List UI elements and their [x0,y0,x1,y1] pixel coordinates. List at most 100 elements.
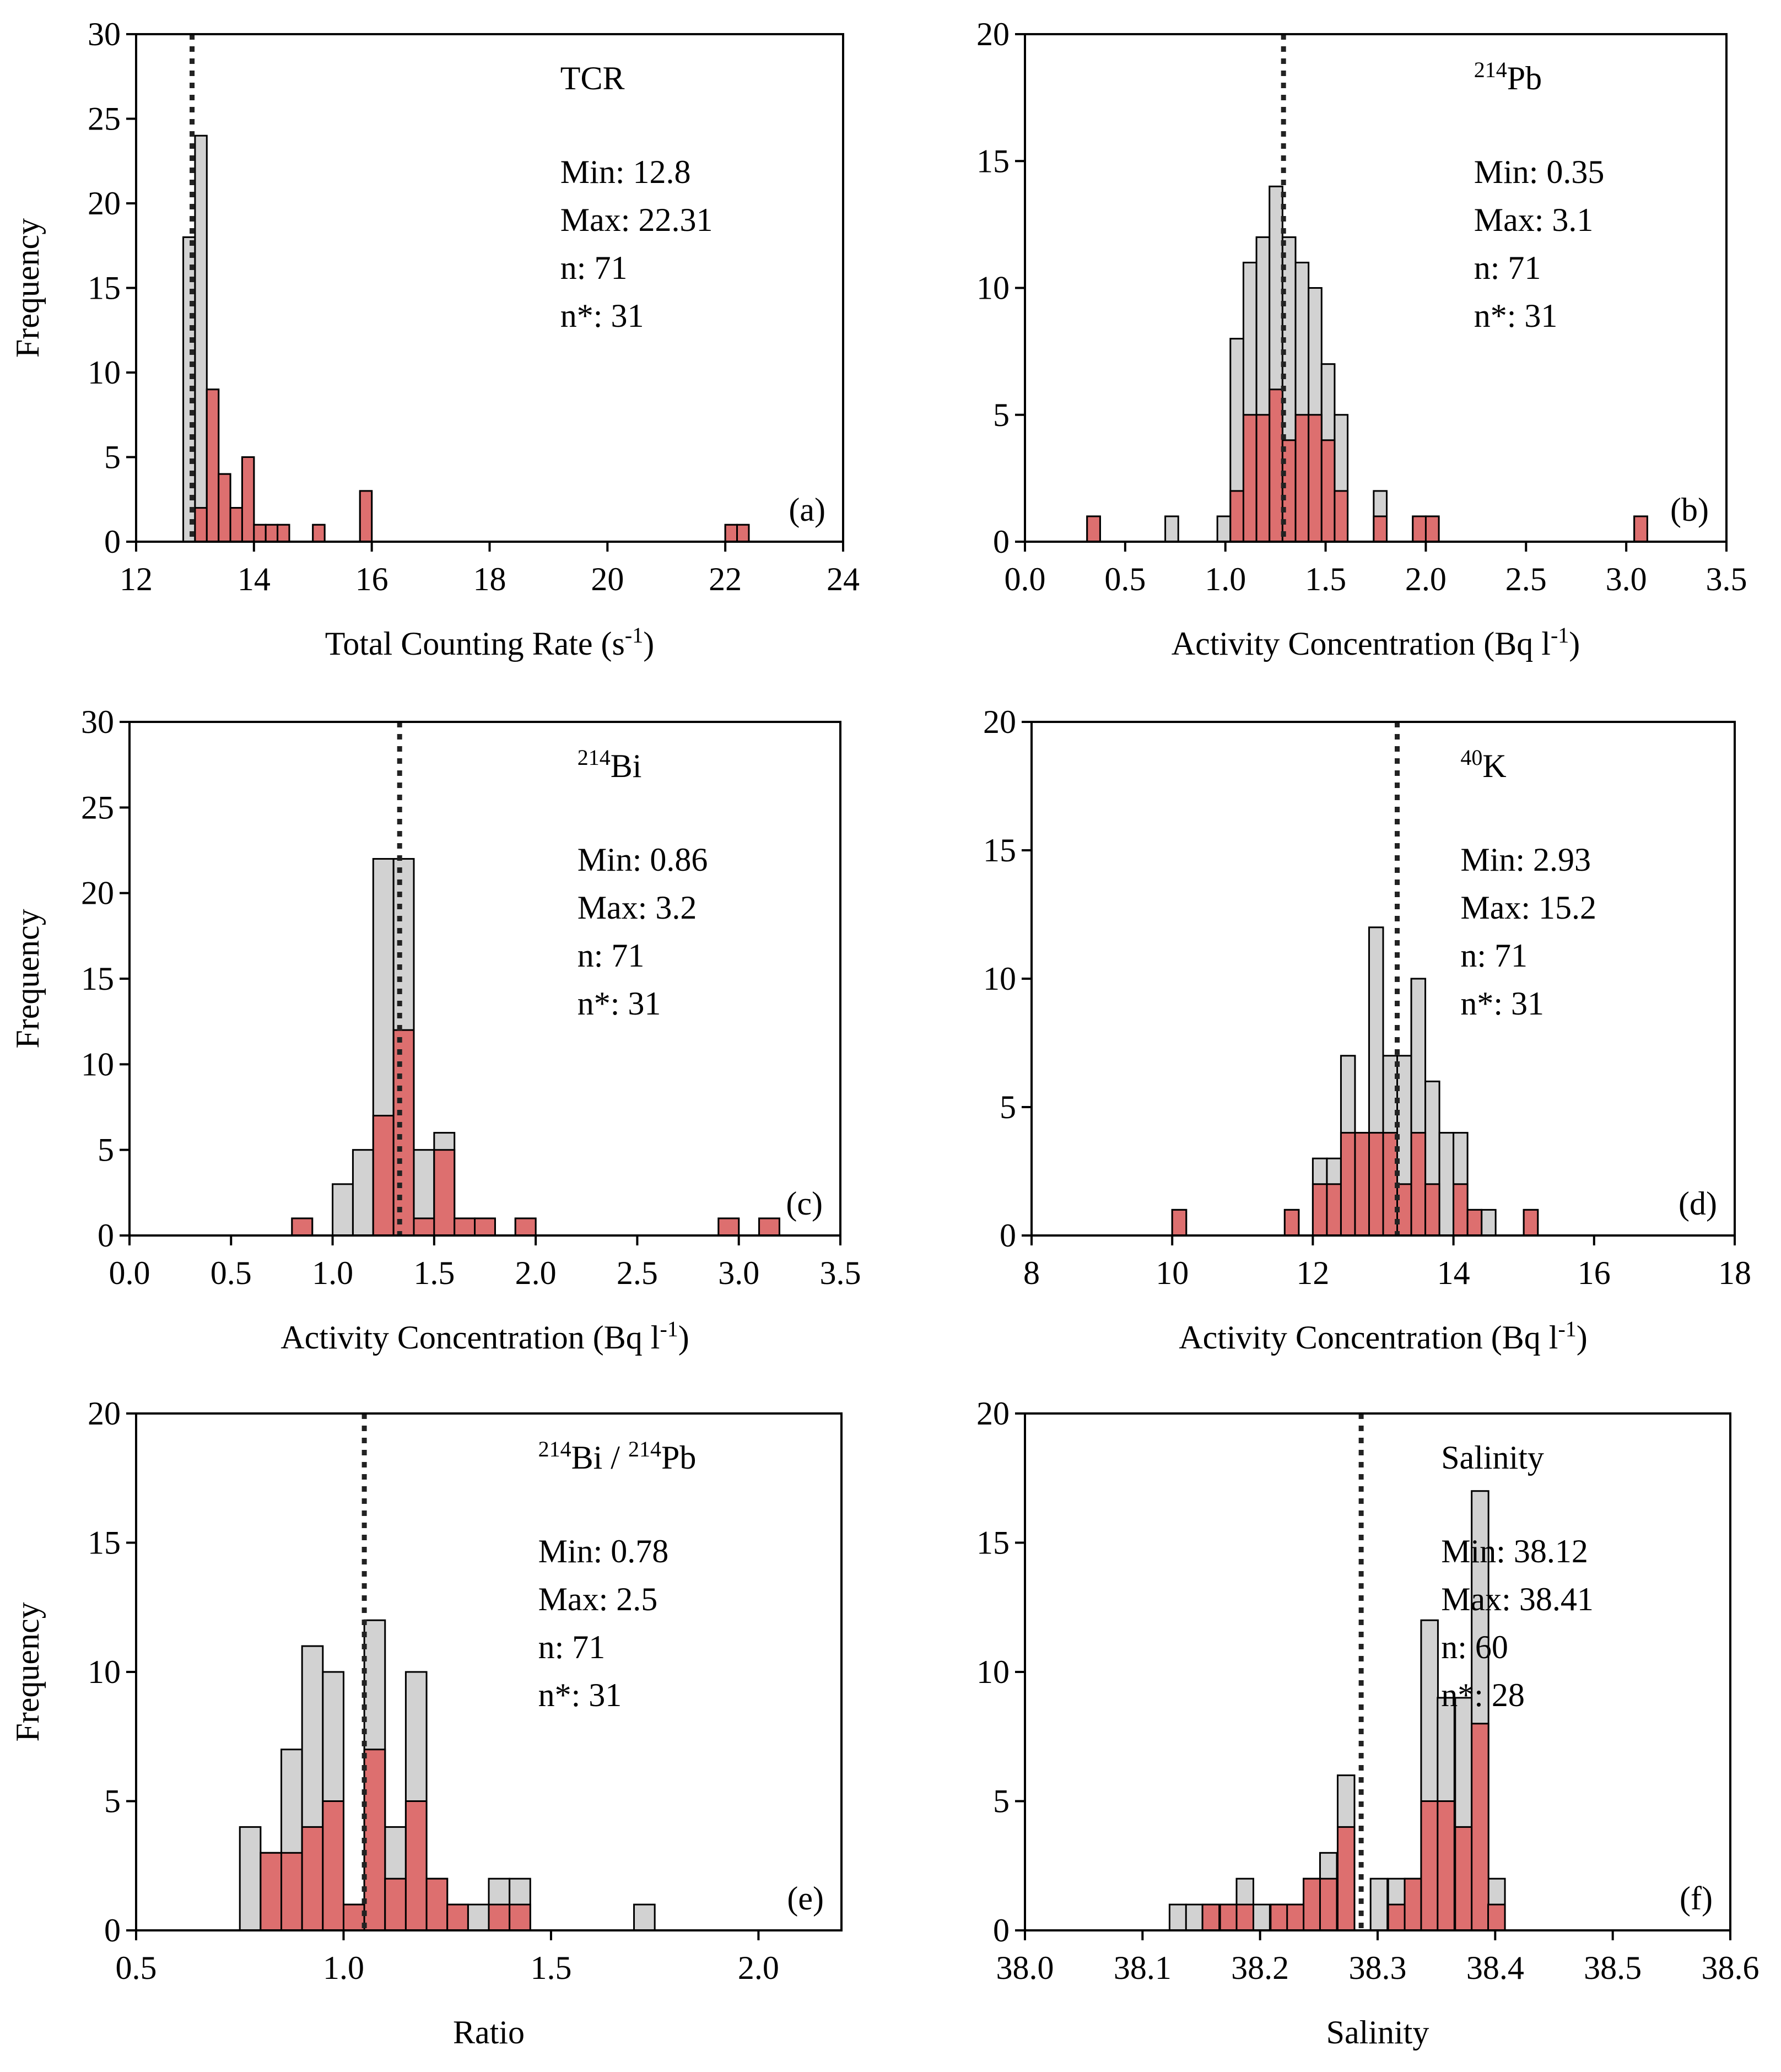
bar-all [633,1903,656,1931]
x-tick-label: 1.0 [323,1950,364,1986]
panel-title-text2: Pb [661,1439,696,1476]
bar-subset [301,1826,324,1931]
bar-subset [265,524,279,543]
x-tick-label: 16 [355,561,388,597]
bar-subset [425,1877,449,1931]
bar-subset [488,1903,511,1931]
bar-subset [260,1852,283,1931]
bar-all [1252,1903,1271,1931]
plot-frame [1024,33,1728,543]
x-tick-label: 3.0 [718,1255,759,1291]
panel-title-text: Salinity [1441,1439,1544,1476]
x-axis-label-tail: ) [678,1319,689,1356]
x-tick-label: 1.0 [1205,561,1246,597]
x-axis-label-text: Salinity [1326,2014,1429,2051]
x-tick-label: 10 [1156,1255,1189,1291]
y-tick-label: 15 [976,1525,1010,1561]
bar-subset [1410,1132,1427,1237]
x-tick-label: 16 [1578,1255,1611,1291]
panel-title-text: Bi / [571,1439,628,1476]
y-tick-label: 20 [88,185,121,222]
y-tick-label: 5 [104,439,121,476]
stat-n: n: 71 [1474,250,1541,286]
bar-subset [1242,414,1258,543]
x-axis-label-sup: -1 [660,1316,678,1341]
y-tick-label: 10 [976,1654,1010,1690]
bar-subset [1633,515,1648,543]
y-tick-label: 0 [993,1912,1010,1949]
bar-subset [1404,1877,1423,1931]
panel-title: TCR [560,60,625,96]
x-tick-label: 38.5 [1584,1950,1642,1986]
stat-min: Min: 12.8 [560,154,691,190]
y-tick-label: 0 [98,1217,114,1254]
y-tick-label: 25 [81,789,114,825]
x-axis-label: Activity Concentration (Bq l-1) [1172,623,1580,662]
bar-subset [1235,1903,1255,1931]
x-axis-label-text: Total Counting Rate (s [325,625,625,662]
y-tick-label: 5 [1000,1089,1016,1125]
bar-subset [514,1217,537,1237]
bar-subset [1454,1826,1473,1931]
panel-tag: (c) [786,1185,823,1222]
y-tick-label: 5 [993,397,1010,433]
bar-subset [509,1903,531,1931]
bar-subset [342,1903,365,1931]
bar-all [239,1826,262,1931]
x-tick-label: 0.5 [1104,561,1146,597]
x-axis-label-text: Activity Concentration (Bq l [1179,1319,1558,1356]
bar-subset [1336,1826,1356,1931]
x-tick-label: 14 [238,561,271,597]
panel-title-sup: 214 [1474,57,1507,82]
x-tick-label: 0.0 [109,1255,150,1291]
x-tick-label: 22 [709,561,742,597]
bar-subset [1269,388,1283,543]
bar-subset [291,1217,314,1237]
bar-subset [1303,1877,1321,1931]
stat-max: Max: 3.1 [1474,202,1594,238]
y-tick-label: 10 [88,354,121,391]
bar-subset [1453,1183,1469,1237]
x-axis-label-text: Activity Concentration (Bq l [1172,625,1551,662]
x-tick-label: 38.3 [1349,1950,1407,1986]
x-axis-label: Activity Concentration (Bq l-1) [1179,1316,1588,1356]
x-tick-label: 0.5 [211,1255,252,1291]
panel-4: 8 10 12 14 16 18 0 5 10 15 20 Activity Concentratio… [983,704,1751,1356]
y-tick-label: 15 [88,270,121,306]
panel-title-sup: 40 [1460,745,1482,770]
stat-max: Max: 15.2 [1460,889,1596,926]
x-axis-label-text: Activity Concentration (Bq l [280,1319,660,1356]
bar-subset [384,1877,407,1931]
bar-subset [1229,490,1244,543]
x-tick-label: 38.2 [1231,1950,1289,1986]
bar-subset [1340,1132,1356,1237]
bar-subset [1319,1877,1338,1931]
x-axis-label: Activity Concentration (Bq l-1) [280,1316,689,1356]
bar-subset [253,524,267,543]
panel-tag: (f) [1680,1880,1713,1917]
x-tick-label: 3.5 [1706,561,1747,597]
x-axis-label-tail: ) [1569,625,1580,662]
panel-title: 214Bi / 214Pb [538,1437,697,1476]
y-tick-label: 5 [104,1783,121,1820]
x-axis-label-tail: ) [1577,1319,1588,1356]
bar-subset [1420,1800,1439,1931]
bar-all [332,1183,354,1237]
bar-subset [372,1115,395,1237]
bar-subset [1424,515,1440,543]
x-axis-label-sup: -1 [625,623,643,648]
x-tick-label: 38.1 [1114,1950,1172,1986]
bar-subset [363,1749,386,1931]
x-axis-label-sup: -1 [1551,623,1569,648]
bar-subset [1286,1903,1305,1931]
bar-subset [280,1852,303,1931]
bar-subset [1201,1903,1221,1931]
x-tick-label: 14 [1437,1255,1470,1291]
y-tick-label: 10 [983,961,1016,997]
stat-nstar: n*: 31 [578,985,661,1022]
x-tick-label: 1.5 [413,1255,455,1291]
stat-max: Max: 3.2 [578,889,697,926]
bar-subset [1487,1903,1506,1931]
bar-subset [433,1149,456,1237]
